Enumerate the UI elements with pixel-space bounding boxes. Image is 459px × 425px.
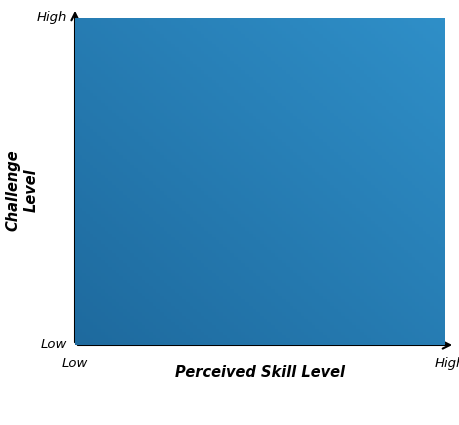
- Text: High: High: [37, 11, 67, 25]
- Text: Control: Control: [344, 185, 404, 201]
- Text: Worry: Worry: [90, 185, 140, 201]
- FancyBboxPatch shape: [75, 18, 444, 345]
- Text: Perceived Skill Level: Perceived Skill Level: [174, 365, 344, 380]
- Text: Boredom: Boredom: [220, 287, 294, 303]
- Text: High: High: [434, 357, 459, 370]
- Text: Arousal: Arousal: [226, 77, 289, 93]
- Text: Challenge
Level: Challenge Level: [6, 149, 38, 231]
- Text: Relaxation: Relaxation: [323, 264, 411, 280]
- Text: FLOW: FLOW: [346, 113, 393, 127]
- Text: Low: Low: [62, 357, 88, 370]
- Text: Low: Low: [40, 338, 67, 351]
- Text: Apathy: Apathy: [115, 270, 174, 286]
- Text: Anxiety: Anxiety: [128, 113, 191, 127]
